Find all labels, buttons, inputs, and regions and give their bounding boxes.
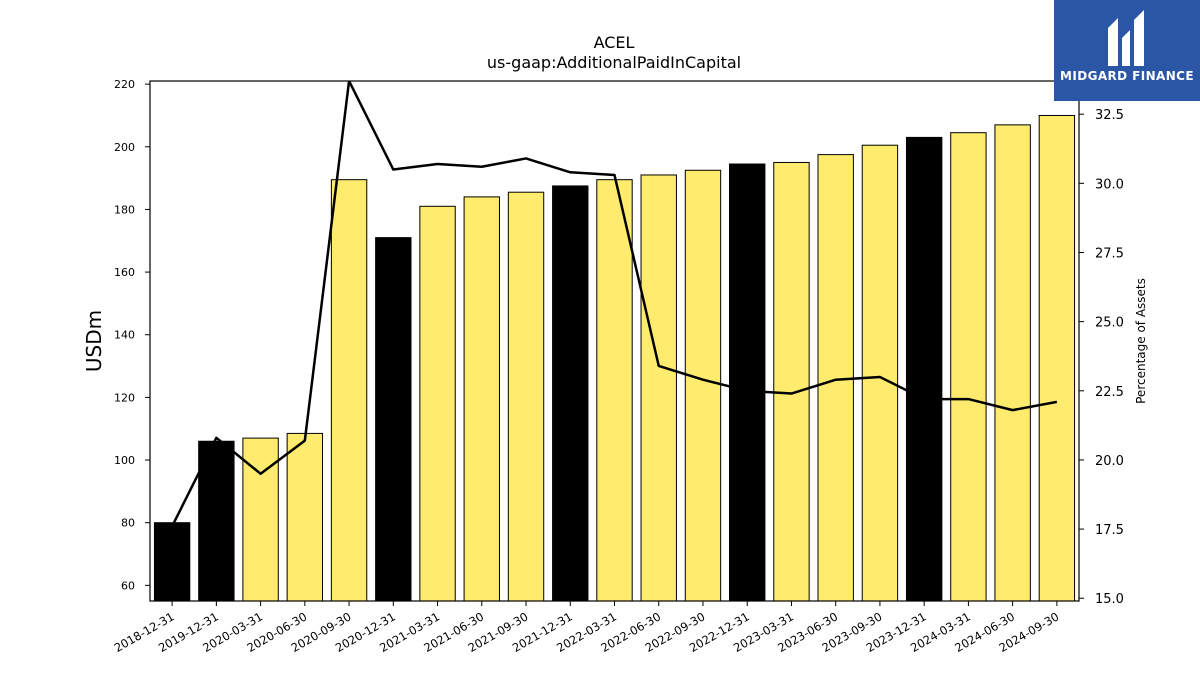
y-tick-label: 120 (114, 391, 135, 404)
y-tick-label: 60 (121, 579, 135, 592)
bar-2023-03-31 (773, 161, 810, 602)
bar-2021-06-30 (463, 196, 500, 602)
y2-tick-label: 20.0 (1095, 454, 1124, 469)
bar-2021-12-31 (552, 185, 589, 602)
bar-2019-12-31 (198, 440, 235, 602)
y-tick-label: 80 (121, 517, 135, 530)
y2-tick-label: 27.5 (1095, 246, 1124, 261)
bar-2022-12-31 (729, 163, 766, 602)
y-tick-label: 200 (114, 141, 135, 154)
bar-2020-06-30 (286, 432, 324, 602)
bar-2024-09-30 (1038, 114, 1076, 602)
y2-tick-label: 15.0 (1095, 592, 1124, 607)
y2-tick-label: 32.5 (1095, 108, 1124, 123)
y-tick-label: 100 (114, 454, 135, 467)
percentage-line (171, 81, 1058, 527)
line-series (171, 81, 1058, 527)
bar-2021-09-30 (507, 191, 545, 602)
bar-2022-03-31 (596, 179, 633, 602)
bar-2020-12-31 (375, 237, 412, 602)
logo-mark-icon (1108, 10, 1144, 66)
chart-title: ACEL (594, 33, 635, 52)
y2-tick-label: 25.0 (1095, 316, 1124, 331)
bar-2023-09-30 (861, 144, 899, 602)
y-tick-label: 140 (114, 329, 135, 342)
brand-logo: MIDGARD FINANCE (1054, 0, 1200, 101)
y-tick-label: 160 (114, 266, 135, 279)
bar-2023-12-31 (905, 136, 943, 602)
bar-2024-06-30 (994, 124, 1031, 602)
bar-2021-03-31 (419, 205, 456, 602)
y2-tick-label: 22.5 (1095, 385, 1124, 400)
chart-subtitle: us-gaap:AdditionalPaidInCapital (487, 53, 741, 72)
y-tick-label: 220 (114, 78, 135, 91)
bar-2020-09-30 (330, 179, 368, 602)
y-tick-label: 180 (114, 203, 135, 216)
bar-series (153, 114, 1076, 602)
y2-tick-label: 17.5 (1095, 523, 1124, 538)
bar-2018-12-31 (153, 522, 191, 602)
y2-axis-label: Percentage of Assets (1134, 278, 1148, 404)
bar-2024-03-31 (950, 132, 987, 602)
logo-text: MIDGARD FINANCE (1060, 69, 1194, 83)
bar-2022-06-30 (640, 174, 677, 602)
y2-tick-label: 30.0 (1095, 177, 1124, 192)
y-axis-label: USDm (82, 310, 106, 372)
bar-2022-09-30 (684, 169, 722, 602)
